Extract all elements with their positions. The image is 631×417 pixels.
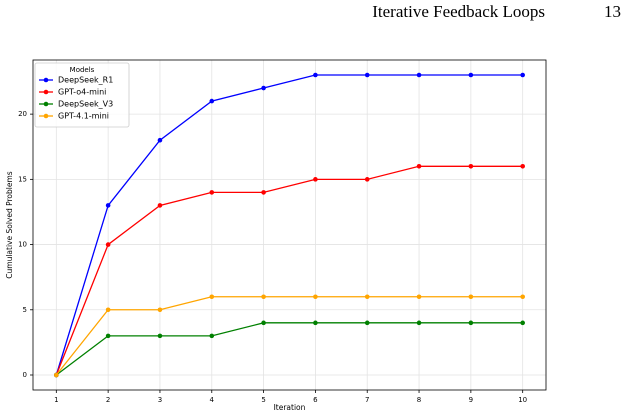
x-tick-label: 5 (261, 396, 265, 404)
y-tick-label: 10 (18, 241, 27, 249)
legend-marker (43, 77, 49, 83)
legend-marker (43, 101, 49, 107)
series-line (55, 296, 523, 376)
data-point (416, 294, 422, 300)
running-title: Iterative Feedback Loops (372, 2, 545, 21)
data-point (105, 242, 111, 247)
x-tick-label: 10 (518, 396, 527, 404)
data-point (364, 72, 370, 78)
legend-label: GPT-4.1-mini (58, 112, 109, 121)
data-point (468, 72, 474, 78)
x-tick-label: 7 (365, 396, 369, 404)
y-tick-label: 5 (23, 306, 27, 314)
data-point (313, 320, 318, 326)
data-point (261, 85, 266, 91)
data-point (468, 164, 474, 169)
data-point (157, 137, 163, 143)
y-axis-label: Cumulative Solved Problems (5, 171, 14, 278)
page-number: 13 (604, 2, 621, 21)
data-point (209, 333, 215, 339)
data-point (105, 333, 111, 339)
data-point (157, 203, 163, 208)
data-point (261, 294, 266, 300)
data-point (105, 203, 111, 208)
data-point (468, 294, 474, 300)
x-tick-label: 3 (158, 396, 162, 404)
data-point (105, 307, 111, 313)
data-point (520, 164, 525, 169)
x-axis-label: Iteration (274, 403, 306, 412)
data-point (364, 294, 370, 300)
plot-frame (32, 59, 547, 391)
data-point (157, 333, 163, 339)
legend-marker (43, 113, 49, 119)
data-point (520, 294, 525, 300)
data-point (416, 72, 422, 78)
legend-marker (43, 89, 49, 95)
data-point (416, 320, 422, 326)
data-point (364, 177, 370, 182)
series-line (55, 322, 523, 376)
x-tick-label: 1 (54, 396, 58, 404)
x-tick-label: 9 (469, 396, 473, 404)
data-point (157, 307, 163, 313)
x-tick-label: 4 (210, 396, 215, 404)
data-point (209, 98, 215, 104)
legend-label: DeepSeek_R1 (58, 76, 113, 85)
data-point (209, 190, 215, 195)
data-point (261, 190, 266, 195)
data-point (313, 177, 318, 182)
series-line (55, 74, 523, 376)
data-point (209, 294, 215, 300)
data-point (54, 372, 59, 378)
x-tick-label: 2 (106, 396, 110, 404)
x-tick-label: 8 (417, 396, 421, 404)
data-point (416, 164, 422, 169)
x-tick-label: 6 (313, 396, 318, 404)
y-tick-label: 15 (18, 175, 27, 183)
y-tick-label: 20 (18, 110, 27, 118)
legend-box (34, 62, 130, 128)
data-point (313, 294, 318, 300)
data-point (520, 72, 525, 78)
series-line (55, 165, 523, 376)
legend-label: GPT-o4-mini (58, 88, 106, 97)
legend-label: DeepSeek_V3 (58, 100, 113, 109)
y-tick-label: 0 (23, 371, 27, 379)
data-point (520, 320, 525, 326)
data-point (364, 320, 370, 326)
data-point (261, 320, 266, 326)
data-point (468, 320, 474, 326)
legend-title: Models (70, 66, 95, 74)
data-point (313, 72, 318, 78)
